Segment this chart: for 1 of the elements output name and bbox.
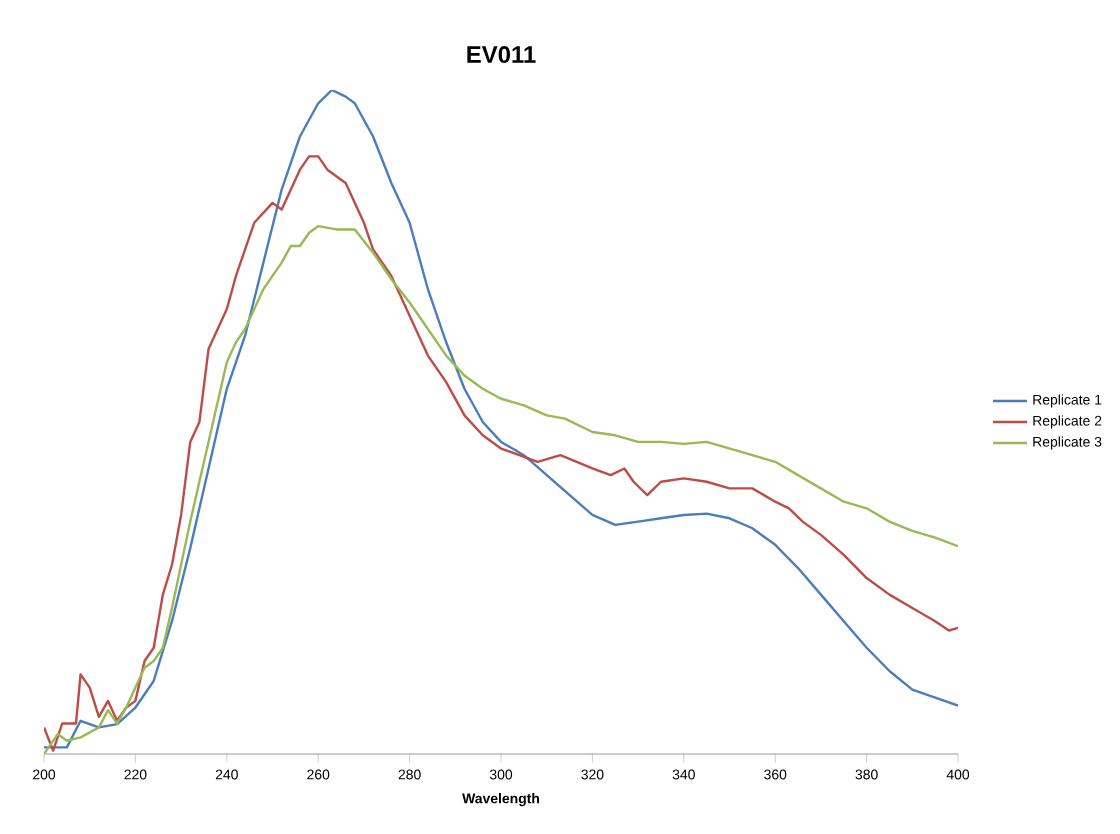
chart-title: EV011 [467,46,536,63]
